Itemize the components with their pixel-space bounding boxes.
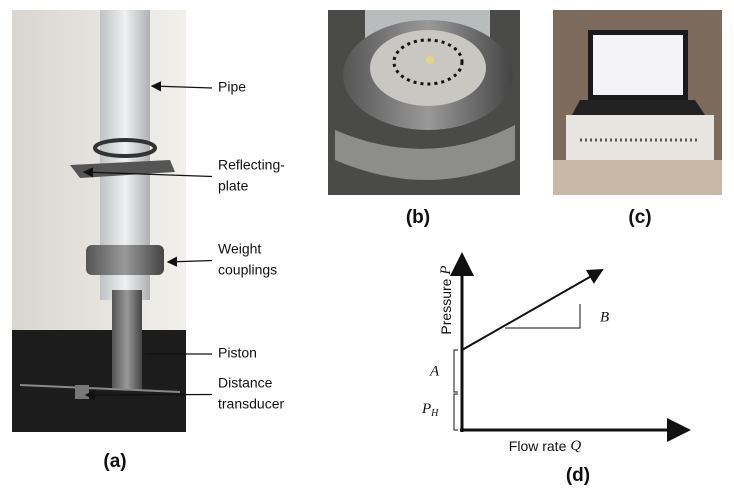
photo-b <box>328 10 520 195</box>
annotation-arrow <box>150 81 213 92</box>
annotation: Pipe <box>218 79 246 95</box>
annotation: plate <box>218 178 249 194</box>
annotation: Reflecting- <box>218 157 285 173</box>
annotation-arrow <box>82 167 213 178</box>
offset-subscript: H <box>430 408 439 419</box>
annotation: couplings <box>218 262 277 278</box>
annotation: Weight <box>218 241 261 257</box>
annotation-arrow <box>84 389 213 401</box>
offset-label: PH <box>421 401 439 419</box>
y-axis-text: Pressure <box>438 278 454 334</box>
y-axis-label: Pressure P <box>438 265 455 334</box>
photo-a <box>12 10 186 432</box>
panel-label: (c) <box>628 207 651 228</box>
slope-label: B <box>600 309 609 325</box>
panel-label: (b) <box>406 207 430 228</box>
photo-c <box>553 10 722 195</box>
annotation-arrow <box>166 256 213 267</box>
intercept-label: A <box>429 363 440 379</box>
y-axis-symbol: P <box>438 265 454 275</box>
x-axis-label: Flow rate Q <box>509 438 582 455</box>
annotation: Piston <box>218 345 257 361</box>
diagram-d <box>450 252 691 442</box>
panel-label: (a) <box>103 451 126 472</box>
offset-symbol: P <box>421 401 431 417</box>
annotation: transducer <box>218 396 284 412</box>
panel-label: (d) <box>566 465 590 486</box>
x-axis-text: Flow rate <box>509 438 567 454</box>
annotation: Distance <box>218 375 273 391</box>
x-axis-symbol: Q <box>570 438 581 454</box>
